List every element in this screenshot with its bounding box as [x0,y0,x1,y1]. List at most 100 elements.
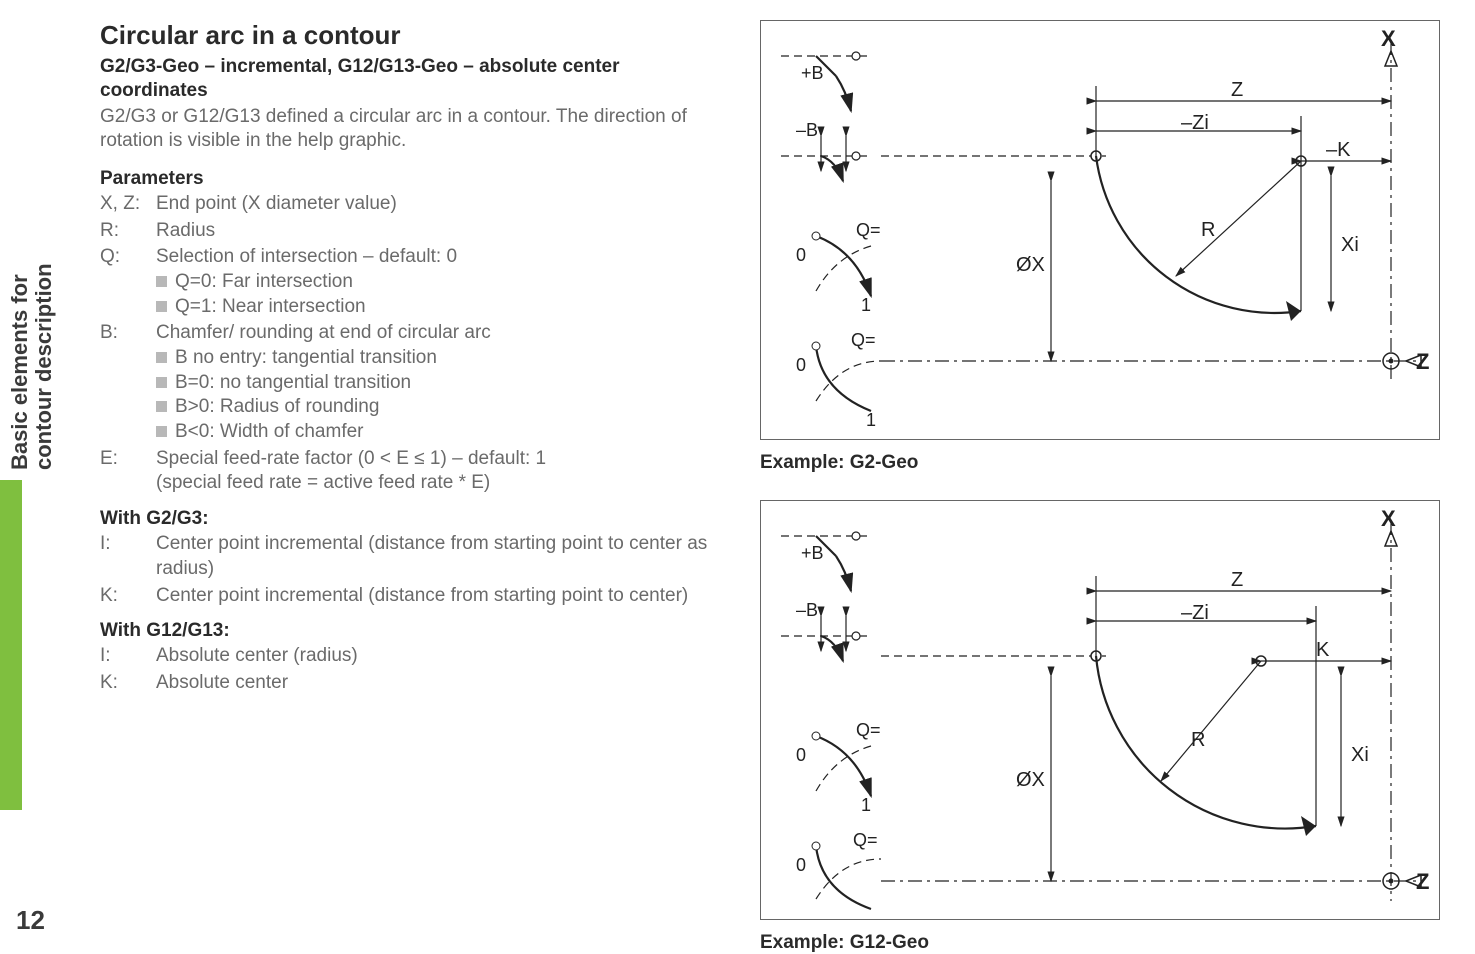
svg-text:0: 0 [796,245,806,265]
bullet-icon [156,276,167,287]
param-key: R: [100,219,156,244]
svg-text:X: X [1381,506,1396,531]
param-e: E: Special feed-rate factor (0 < E ≤ 1) … [100,447,720,496]
param-sub: B=0: no tangential transition [156,371,720,396]
param-sub-text: Q=1: Near intersection [175,295,366,320]
svg-text:Z: Z [1416,869,1429,894]
param-sub-text: Q=0: Far intersection [175,270,353,295]
svg-text:Z: Z [1231,569,1243,591]
x-axis-label: X [1381,26,1396,51]
param-sub: Q=0: Far intersection [156,270,720,295]
param-val: Chamfer/ rounding at end of circular arc… [156,321,720,444]
param-sub-text: B<0: Width of chamfer [175,420,364,445]
bullet-icon [156,426,167,437]
param-i-g2: I: Center point incremental (distance fr… [100,532,720,581]
q1-glyph: 0 1 Q= [796,330,881,430]
param-val: Selection of intersection – default: 0 Q… [156,245,720,319]
svg-text:1: 1 [861,795,871,815]
param-val-text: Chamfer/ rounding at end of circular arc [156,322,491,343]
sidebar-label: Basic elements for contour description [8,263,56,470]
svg-text:Q=: Q= [856,720,881,740]
param-k-g2: K: Center point incremental (distance fr… [100,584,720,609]
param-key: K: [100,671,156,696]
svg-text:–B: –B [796,600,818,620]
param-val-text: Selection of intersection – default: 0 [156,246,457,267]
svg-text:Xi: Xi [1351,744,1369,766]
plus-b-glyph: +B [781,532,871,591]
svg-text:0: 0 [796,745,806,765]
param-i-g12: I: Absolute center (radius) [100,644,720,669]
param-key: X, Z: [100,192,156,217]
intro-text: G2/G3 or G12/G13 defined a circular arc … [100,105,720,154]
group2-heading: With G12/G13: [100,620,720,642]
sidebar-tab: Basic elements for contour description [0,170,60,500]
bullet-icon [156,377,167,388]
q1-glyph: 0 Q= [796,830,881,909]
svg-text:1: 1 [861,295,871,315]
param-sub: B>0: Radius of rounding [156,395,720,420]
bullet-icon [156,301,167,312]
plus-b-glyph: +B [781,52,871,111]
svg-text:1: 1 [866,410,876,430]
q0-glyph: 0 1 Q= [796,720,881,815]
param-key: Q: [100,245,156,319]
figure2-caption: Example: G12-Geo [760,932,929,954]
svg-text:Q=: Q= [853,830,878,850]
svg-text:+B: +B [801,543,824,563]
svg-text:+B: +B [801,63,824,83]
svg-text:Q=: Q= [851,330,876,350]
svg-text:0: 0 [796,855,806,875]
page-number: 12 [16,905,45,936]
svg-text:R: R [1201,219,1215,241]
figure1-caption: Example: G2-Geo [760,452,918,474]
figure-g12-svg: X Z +B –B 0 1 Q= 0 Q= R [761,501,1441,921]
svg-text:ØX: ØX [1016,769,1045,791]
svg-text:R: R [1191,729,1205,751]
group1-heading: With G2/G3: [100,508,720,530]
svg-text:–B: –B [796,120,818,140]
minus-b-glyph: –B [781,120,871,181]
svg-text:–K: –K [1326,139,1351,161]
page-subtitle: G2/G3-Geo – incremental, G12/G13-Geo – a… [100,55,720,103]
minus-b-glyph: –B [781,600,871,661]
page-title: Circular arc in a contour [100,20,720,51]
svg-text:Q=: Q= [856,220,881,240]
bullet-icon [156,352,167,363]
param-val: Special feed-rate factor (0 < E ≤ 1) – d… [156,447,720,496]
svg-text:K: K [1316,639,1330,661]
figure-g2-geo: X Z +B –B 0 1 Q= 0 1 Q= [760,20,1440,440]
param-sub-text: B>0: Radius of rounding [175,395,379,420]
param-xz: X, Z: End point (X diameter value) [100,192,720,217]
param-key: I: [100,532,156,581]
figure-g2-svg: X Z +B –B 0 1 Q= 0 1 Q= [761,21,1441,441]
param-extra-text: (special feed rate = active feed rate * … [156,472,490,493]
param-val: Absolute center (radius) [156,644,720,669]
param-k-g12: K: Absolute center [100,671,720,696]
sidebar-label-line1: Basic elements for [7,274,32,470]
param-key: K: [100,584,156,609]
svg-text:0: 0 [796,355,806,375]
param-b: B: Chamfer/ rounding at end of circular … [100,321,720,444]
bullet-icon [156,401,167,412]
param-val: Absolute center [156,671,720,696]
param-sub-text: B=0: no tangential transition [175,371,411,396]
main-content: Circular arc in a contour G2/G3-Geo – in… [100,20,720,698]
param-key: I: [100,644,156,669]
param-val: Center point incremental (distance from … [156,532,720,581]
param-sub: B<0: Width of chamfer [156,420,720,445]
param-val: End point (X diameter value) [156,192,720,217]
param-sub: Q=1: Near intersection [156,295,720,320]
param-val: Radius [156,219,720,244]
parameters-heading: Parameters [100,168,720,190]
param-key: B: [100,321,156,444]
param-key: E: [100,447,156,496]
param-q: Q: Selection of intersection – default: … [100,245,720,319]
sidebar-accent-bar [0,480,22,810]
svg-text:–Zi: –Zi [1181,602,1209,624]
param-sub: B no entry: tangential transition [156,346,720,371]
svg-text:Z: Z [1231,79,1243,101]
param-val: Center point incremental (distance from … [156,584,720,609]
svg-text:ØX: ØX [1016,254,1045,276]
param-val-text: Special feed-rate factor (0 < E ≤ 1) – d… [156,448,546,469]
figure-g12-geo: X Z +B –B 0 1 Q= 0 Q= R [760,500,1440,920]
